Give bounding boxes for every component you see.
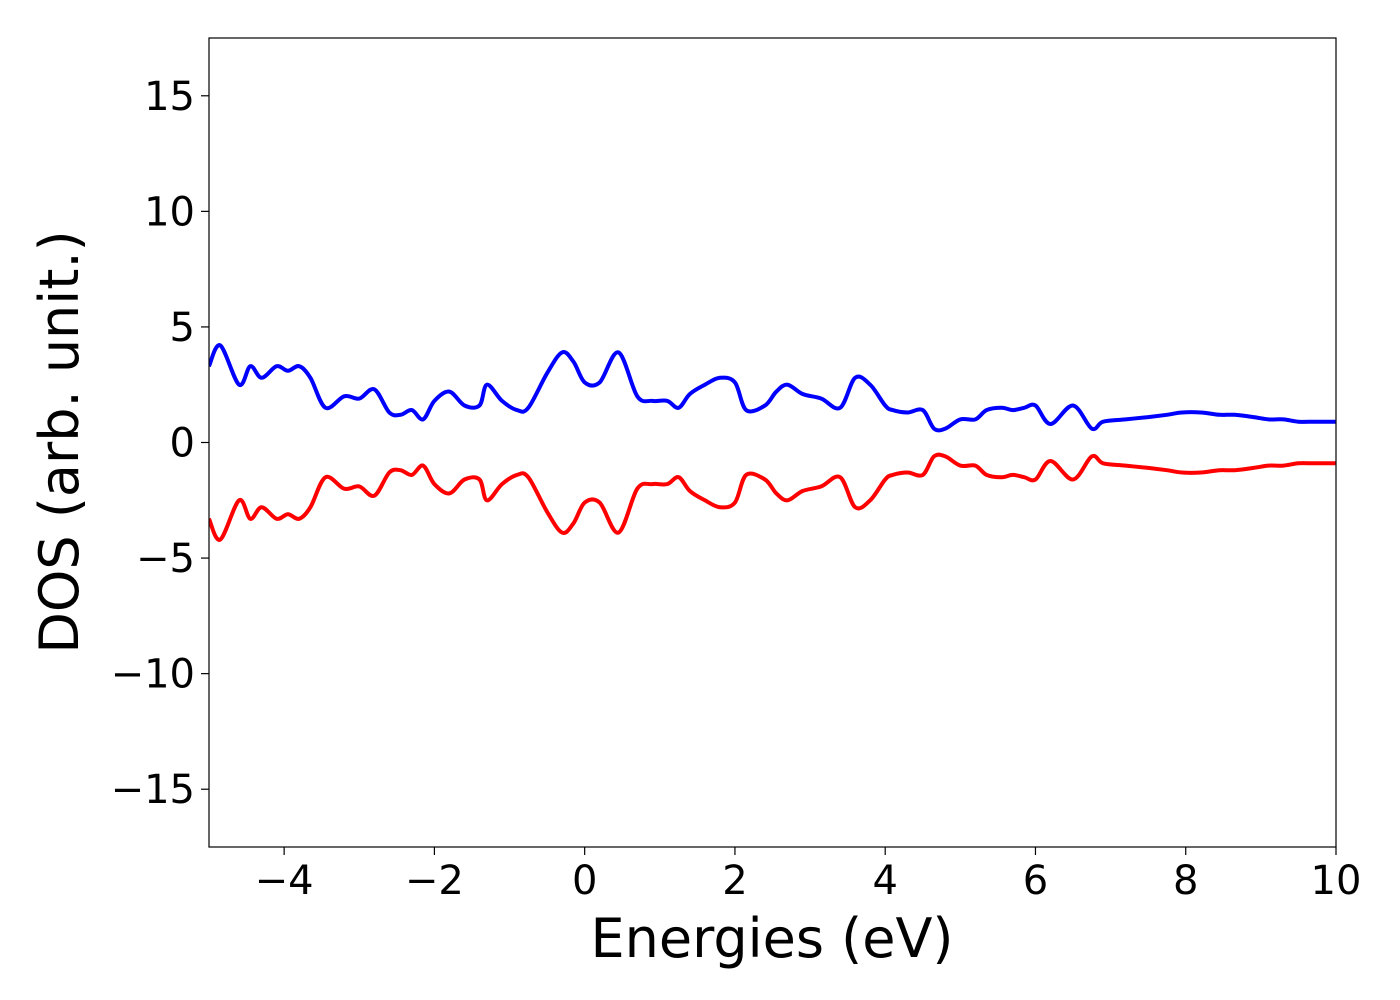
y-tick-label: 15	[144, 74, 195, 120]
plot-frame	[208, 37, 1337, 848]
y-tick-label: 0	[170, 421, 195, 467]
series-line-0	[209, 343, 1336, 433]
x-tick-label: 8	[1173, 858, 1198, 904]
y-tick-label: −10	[111, 652, 195, 698]
x-tick-label: −2	[405, 858, 464, 904]
x-tick-label: 6	[1023, 858, 1048, 904]
x-tick-label: 4	[872, 858, 897, 904]
x-tick-label: −4	[255, 858, 314, 904]
x-tick-label: 10	[1311, 858, 1362, 904]
y-tick-label: 10	[144, 189, 195, 235]
y-tick-label: −5	[136, 536, 195, 582]
x-axis-label: Energies (eV)	[591, 907, 954, 970]
y-tick-label: −15	[111, 767, 195, 813]
ticks-layer: −4 −2 0 2 4 6 8 10 15 10 5 0 −5 −10 −15	[111, 74, 1362, 904]
x-tick-label: 2	[722, 858, 747, 904]
series-layer	[209, 343, 1336, 542]
x-tick-label: 0	[572, 858, 597, 904]
series-line-1	[209, 452, 1336, 542]
y-tick-label: 5	[170, 305, 195, 351]
y-axis-label: DOS (arb. unit.)	[28, 230, 91, 653]
